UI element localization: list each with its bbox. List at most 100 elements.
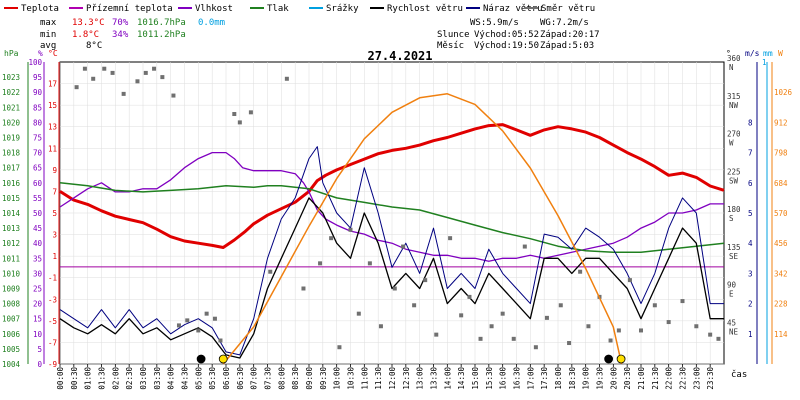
- wind-axis-title: m/s: [745, 49, 760, 58]
- direction-compass-label: W: [729, 139, 734, 148]
- direction-compass-label: SE: [729, 252, 739, 261]
- wind-direction-point: [448, 236, 453, 241]
- pressure-tick-label: 1016: [2, 179, 21, 188]
- wind-tick-label: 1: [748, 330, 753, 339]
- x-axis-label: čas: [731, 369, 747, 380]
- x-tick-label: 10:00: [333, 367, 342, 390]
- axes: hPa1004100510061007100810091010101110121…: [2, 49, 793, 390]
- x-tick-label: 03:00: [139, 367, 148, 390]
- direction-tick-label: 180: [727, 205, 741, 214]
- chart-title: 27.4.2021: [367, 49, 432, 63]
- wind-direction-point: [143, 70, 148, 75]
- pressure-tick-label: 1004: [2, 360, 21, 369]
- wind-direction-point: [301, 286, 306, 291]
- pressure-tick-label: 1014: [2, 209, 21, 218]
- humidity-tick-label: 45: [33, 224, 42, 233]
- wind-direction-point: [558, 303, 563, 308]
- series-layer: [59, 66, 725, 365]
- solar-tick-label: 684: [774, 179, 788, 188]
- x-tick-label: 23:00: [692, 367, 701, 390]
- direction-tick-label: 135: [727, 243, 741, 252]
- solar-tick-label: 912: [774, 118, 788, 127]
- x-tick-label: 19:30: [596, 367, 605, 390]
- direction-compass-label: S: [729, 214, 734, 223]
- direction-axis-title: °: [726, 49, 731, 58]
- stats-max-humidity: 70%: [112, 18, 129, 28]
- wind-direction-point: [434, 332, 439, 337]
- wind-direction-point: [378, 324, 383, 329]
- wind-direction-point: [135, 79, 140, 84]
- wind-direction-point: [237, 120, 242, 125]
- direction-tick-label: 225: [727, 167, 741, 176]
- wind-direction-point: [356, 311, 361, 316]
- x-tick-label: 05:00: [194, 367, 203, 390]
- pressure-tick-label: 1006: [2, 330, 21, 339]
- sun-label: Slunce: [437, 30, 470, 40]
- wind-tick-label: 4: [748, 239, 753, 248]
- stats-avg-temp: 8°C: [86, 41, 102, 51]
- x-tick-label: 02:30: [125, 367, 134, 390]
- wind-speed-info: WS:5.9m/s: [470, 18, 519, 28]
- wind-direction-point: [110, 70, 115, 75]
- wind-direction-point: [171, 93, 176, 98]
- temperature-tick-label: -1: [48, 274, 57, 283]
- pressure-tick-label: 1023: [2, 73, 20, 82]
- wind-direction-point: [392, 286, 397, 291]
- x-tick-label: 21:30: [651, 367, 660, 390]
- solar-tick-label: 342: [774, 269, 788, 278]
- temperature-tick-label: -5: [48, 317, 57, 326]
- humidity-tick-label: 30: [33, 269, 43, 278]
- direction-tick-label: 45: [727, 318, 736, 327]
- direction-compass-label: SW: [729, 176, 739, 185]
- solar-axis-title: W: [778, 49, 783, 58]
- wind-direction-point: [708, 332, 713, 337]
- legend-label: Přízemní teplota: [86, 4, 173, 14]
- wind-direction-point: [544, 315, 549, 320]
- x-tick-label: 03:30: [153, 367, 162, 390]
- stats-rain: 0.0mm: [198, 18, 225, 28]
- temperature-tick-label: 5: [52, 209, 57, 218]
- x-tick-label: 20:00: [609, 367, 618, 390]
- wind-direction-point: [716, 336, 721, 341]
- temperature-tick-label: -3: [48, 295, 57, 304]
- pressure-tick-label: 1012: [2, 239, 20, 248]
- temperature-tick-label: 9: [52, 166, 57, 175]
- pressure-tick-label: 1010: [2, 269, 21, 278]
- wind-tick-label: 7: [748, 149, 753, 158]
- pressure-tick-label: 1020: [2, 118, 21, 127]
- wind-direction-point: [212, 316, 217, 321]
- moonrise-time: Východ:19:50: [474, 41, 539, 51]
- humidity-tick-label: 40: [33, 239, 43, 248]
- x-tick-label: 22:00: [665, 367, 674, 390]
- wind-direction-point: [412, 303, 417, 308]
- wind-direction-point: [196, 328, 201, 333]
- pressure-tick-label: 1015: [2, 194, 20, 203]
- humidity-tick-label: 15: [33, 315, 42, 324]
- wind-direction-point: [578, 269, 583, 274]
- direction-compass-label: E: [729, 290, 734, 299]
- wind-tick-label: 3: [748, 269, 753, 278]
- x-tick-label: 19:00: [582, 367, 591, 390]
- wind-direction-point: [478, 336, 483, 341]
- humidity-tick-label: 25: [33, 285, 42, 294]
- temperature-tick-label: 11: [48, 144, 57, 153]
- temperature-tick-label: -7: [48, 338, 57, 347]
- legend-label: Srážky: [326, 4, 359, 14]
- stats-max-temp: 13.3°C: [72, 18, 105, 28]
- moonset-marker: [196, 354, 206, 364]
- x-tick-label: 07:30: [264, 367, 273, 390]
- rain-axis-title: mm: [763, 49, 773, 58]
- humidity-tick-label: 10: [33, 330, 43, 339]
- wind-direction-point: [694, 324, 699, 329]
- wind-direction-point: [218, 338, 223, 343]
- wind-direction-point: [401, 244, 406, 249]
- humidity-tick-label: 60: [33, 179, 43, 188]
- wind-direction-point: [627, 278, 632, 283]
- wind-tick-label: 6: [748, 179, 753, 188]
- direction-tick-label: 270: [727, 130, 741, 139]
- wind-direction-point: [652, 303, 657, 308]
- x-tick-label: 17:00: [526, 367, 535, 390]
- wind-tick-label: 2: [748, 300, 753, 309]
- series-line-3: [59, 197, 724, 359]
- x-tick-label: 04:00: [167, 367, 176, 390]
